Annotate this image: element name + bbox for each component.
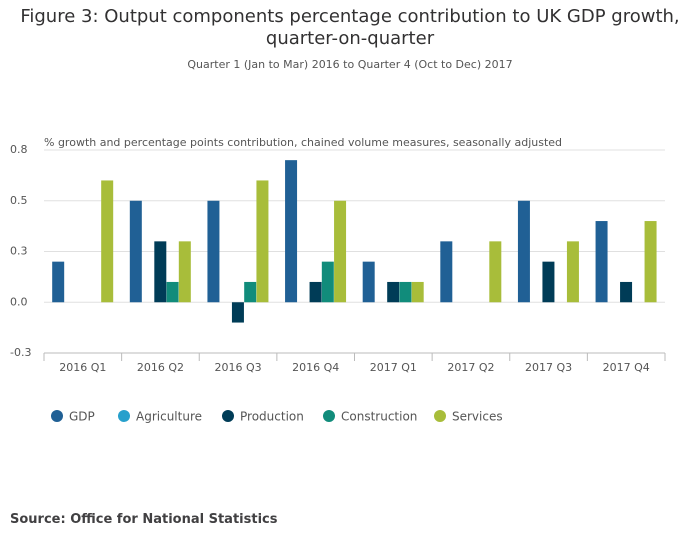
legend-swatch <box>222 410 234 422</box>
x-tick-label: 2016 Q4 <box>292 361 339 374</box>
legend-label: Production <box>240 410 304 424</box>
bar <box>309 281 322 303</box>
bar <box>595 221 608 303</box>
x-tick-label: 2016 Q1 <box>59 361 106 374</box>
bar <box>166 281 179 303</box>
x-tick-label: 2017 Q2 <box>447 361 494 374</box>
legend-label: GDP <box>69 410 95 424</box>
bar <box>387 281 400 303</box>
legend-swatch <box>51 410 63 422</box>
chart-title: Figure 3: Output components percentage c… <box>20 6 680 49</box>
bar <box>207 200 220 303</box>
bar <box>440 241 453 303</box>
bar <box>644 221 657 303</box>
bar <box>52 261 65 303</box>
legend-label: Services <box>452 410 503 424</box>
bar <box>129 200 142 303</box>
bar <box>620 281 633 303</box>
bar <box>411 281 424 303</box>
legend-swatch <box>118 410 130 422</box>
bar <box>334 200 347 303</box>
chart-subtitle: Quarter 1 (Jan to Mar) 2016 to Quarter 4… <box>187 58 513 71</box>
bar <box>321 261 334 303</box>
y-tick-label: 0.0 <box>10 295 28 308</box>
bar <box>285 160 298 303</box>
bar <box>517 200 530 303</box>
bar <box>566 241 579 303</box>
bar <box>231 302 244 323</box>
y-tick-label: 0.8 <box>10 143 28 156</box>
bar <box>244 281 257 303</box>
source: Source: Office for National Statistics <box>10 512 278 527</box>
bar <box>178 241 191 303</box>
legend-swatch <box>434 410 446 422</box>
y-tick-label: 0.5 <box>10 194 28 207</box>
bar <box>399 281 412 303</box>
legend-label: Construction <box>341 410 417 424</box>
y-tick-label: -0.3 <box>10 346 31 359</box>
legend-label: Agriculture <box>136 410 202 424</box>
bar <box>101 180 114 303</box>
bar <box>362 261 375 303</box>
bar <box>154 241 167 303</box>
bar <box>489 241 502 303</box>
x-tick-label: 2016 Q2 <box>137 361 184 374</box>
x-tick-label: 2017 Q3 <box>525 361 572 374</box>
bar <box>542 261 555 303</box>
y-axis-label: % growth and percentage points contribut… <box>44 136 562 149</box>
legend-swatch <box>323 410 335 422</box>
bar <box>256 180 269 303</box>
x-tick-label: 2016 Q3 <box>214 361 261 374</box>
chart: % growth and percentage points contribut… <box>10 136 666 424</box>
y-tick-label: 0.3 <box>10 245 28 258</box>
x-tick-label: 2017 Q1 <box>370 361 417 374</box>
x-tick-label: 2017 Q4 <box>603 361 650 374</box>
